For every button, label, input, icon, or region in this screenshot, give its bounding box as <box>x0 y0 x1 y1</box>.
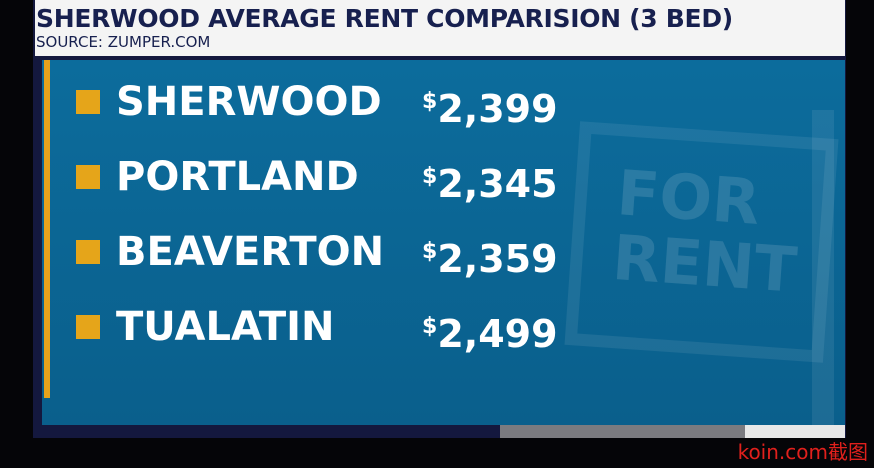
city-name: PORTLAND <box>116 154 359 200</box>
panel: FOR RENT SHERWOOD $2,399 PORTLAND $2,345 BEA… <box>42 60 845 425</box>
bullet <box>76 315 100 339</box>
bottom-bar <box>33 425 500 438</box>
rent-price: $2,499 <box>422 312 558 356</box>
bullet <box>76 240 100 264</box>
rent-row: SHERWOOD $2,399 <box>42 77 845 131</box>
header <box>35 0 845 56</box>
bullet <box>76 90 100 114</box>
source: SOURCE: ZUMPER.COM <box>36 33 211 51</box>
city-name: BEAVERTON <box>116 229 385 275</box>
title: SHERWOOD AVERAGE RENT COMPARISION (3 BED… <box>36 4 733 33</box>
rent-row: BEAVERTON $2,359 <box>42 227 845 281</box>
city-name: SHERWOOD <box>116 79 382 125</box>
bottom-bar <box>500 425 745 438</box>
rent-price: $2,359 <box>422 237 558 281</box>
accent-stripe <box>44 60 50 398</box>
rent-row: TUALATIN $2,499 <box>42 302 845 356</box>
watermark: koin.com截图 <box>737 440 868 464</box>
rent-price: $2,345 <box>422 162 558 206</box>
sign-post <box>812 110 834 425</box>
rent-row: PORTLAND $2,345 <box>42 152 845 206</box>
bottom-bar <box>745 425 845 438</box>
rent-price: $2,399 <box>422 87 558 131</box>
city-name: TUALATIN <box>116 304 335 350</box>
bullet <box>76 165 100 189</box>
